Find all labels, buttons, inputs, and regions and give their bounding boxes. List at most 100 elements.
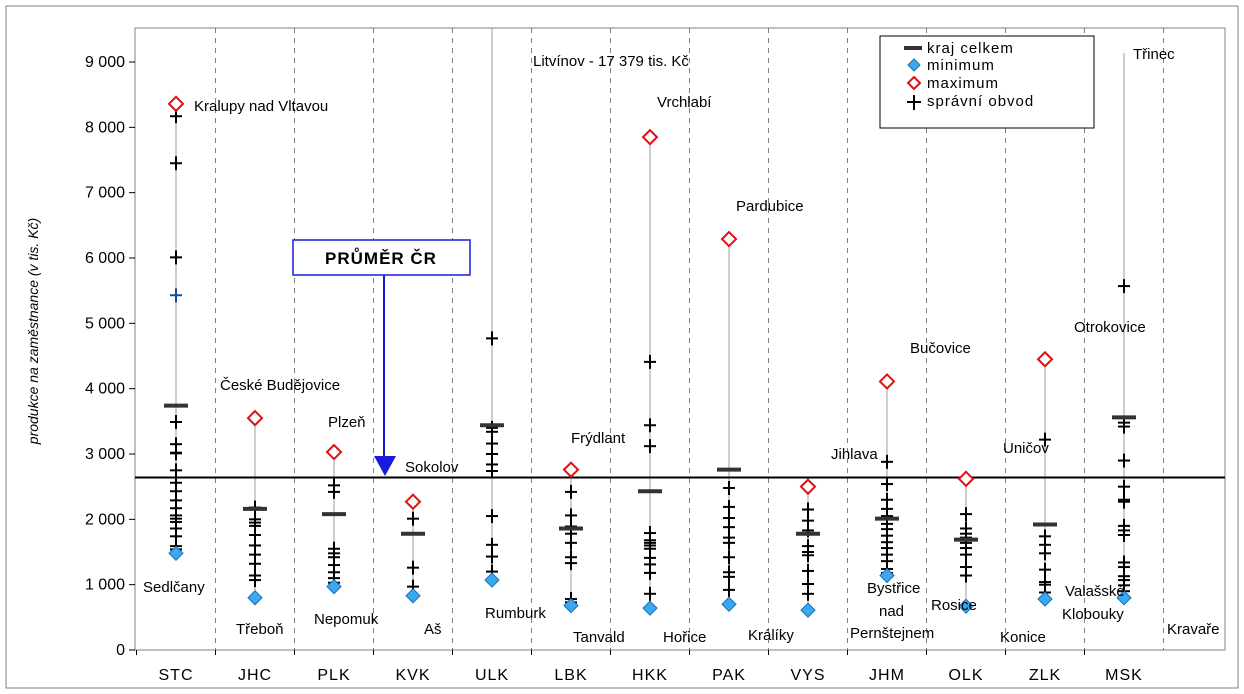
x-category-label: JHM — [869, 667, 905, 684]
obvod-cross-marker — [723, 535, 735, 550]
obvod-cross-marker — [170, 250, 182, 265]
minimum-marker — [1116, 590, 1132, 606]
data-label: Třeboň — [236, 621, 284, 638]
obvod-cross-marker — [644, 354, 656, 369]
x-category-label: PAK — [712, 667, 746, 684]
maximum-marker — [562, 461, 580, 479]
obvod-cross-marker — [723, 569, 735, 584]
obvod-cross-marker — [1118, 419, 1130, 434]
maximum-marker — [878, 373, 896, 390]
data-label: Aš — [424, 621, 442, 638]
obvod-cross-marker — [565, 556, 577, 571]
y-tick-label: 8 000 — [85, 119, 125, 136]
y-tick-label: 0 — [116, 642, 125, 659]
x-category-label: HKK — [632, 667, 668, 684]
minimum-marker — [484, 572, 500, 588]
data-label: Klobouky — [1062, 606, 1124, 623]
minimum-marker — [958, 598, 974, 614]
data-label: Bystřice — [867, 580, 920, 597]
average-arrow-head — [374, 456, 396, 476]
x-category-label: ZLK — [1029, 667, 1061, 684]
y-tick-label: 7 000 — [85, 185, 125, 202]
obvod-cross-marker — [881, 454, 893, 469]
obvod-cross-marker — [723, 582, 735, 597]
obvod-cross-marker — [960, 507, 972, 522]
maximum-marker — [325, 443, 343, 461]
obvod-cross-marker — [486, 463, 498, 478]
x-category-label: LBK — [554, 667, 587, 684]
obvod-cross-marker — [170, 156, 182, 171]
maximum-marker — [1036, 350, 1054, 368]
data-label: Hořice — [663, 629, 706, 646]
x-category-label: STC — [159, 667, 194, 684]
legend-kraj-label: kraj celkem — [927, 40, 1014, 57]
legend-min-label: minimum — [927, 57, 995, 74]
data-label: Rosice — [931, 597, 977, 614]
obvod-cross-marker — [802, 548, 814, 563]
obvod-cross-marker — [407, 560, 419, 575]
y-tick-label: 3 000 — [85, 446, 125, 463]
legend-max-symbol — [906, 75, 922, 91]
legend-max-label: maximum — [927, 75, 999, 92]
x-category-label: OLK — [948, 667, 983, 684]
data-label: Sedlčany — [143, 579, 205, 596]
obvod-cross-marker — [565, 484, 577, 499]
y-tick-label: 4 000 — [85, 381, 125, 398]
average-callout-box — [292, 239, 471, 276]
legend-min-symbol — [907, 58, 921, 72]
data-label: Otrokovice — [1074, 319, 1146, 336]
obvod-cross-marker — [1118, 528, 1130, 543]
data-label: Králíky — [748, 627, 794, 644]
legend-obvod-label: správní obvod — [927, 93, 1034, 110]
obvod-cross-marker — [486, 509, 498, 524]
obvod-cross-marker — [960, 568, 972, 583]
obvod-cross-marker — [486, 549, 498, 564]
x-category-label: KVK — [395, 667, 430, 684]
obvod-cross-marker — [170, 446, 182, 461]
obvod-cross-marker — [1039, 432, 1051, 447]
plot-area-border — [134, 27, 1226, 651]
obvod-cross-marker — [644, 439, 656, 454]
data-label: Vrchlabí — [657, 94, 712, 111]
obvod-cross-marker — [802, 586, 814, 601]
obvod-cross-marker — [486, 537, 498, 552]
data-label: Třinec — [1133, 46, 1175, 63]
maximum-marker — [641, 128, 659, 146]
obvod-cross-marker — [644, 565, 656, 580]
maximum-marker — [799, 478, 817, 496]
data-label: Sokolov — [405, 459, 459, 476]
x-category-label: JHC — [238, 667, 272, 684]
data-label: Kralupy nad Vltavou — [194, 98, 328, 115]
minimum-marker — [326, 578, 342, 595]
obvod-cross-marker — [1118, 494, 1130, 509]
data-label: České Budějovice — [220, 377, 340, 394]
obvod-cross-marker — [644, 586, 656, 601]
y-tick-label: 5 000 — [85, 315, 125, 332]
data-label: Pardubice — [736, 198, 804, 215]
data-label: Rumburk — [485, 605, 546, 622]
minimum-marker — [642, 600, 658, 616]
obvod-cross-marker — [1118, 279, 1130, 294]
obvod-cross-marker — [1118, 453, 1130, 468]
obvod-cross-marker — [170, 414, 182, 429]
obvod-cross-marker — [328, 484, 340, 499]
obvod-cross-marker — [170, 463, 182, 478]
obvod-cross-marker — [249, 556, 261, 571]
data-label: Plzeň — [328, 414, 366, 431]
minimum-marker — [247, 590, 263, 606]
data-label: Litvínov - 17 379 tis. Kč — [533, 53, 689, 70]
obvod-cross-marker — [170, 288, 182, 303]
x-category-label: PLK — [317, 667, 350, 684]
data-label: Bučovice — [910, 340, 971, 357]
minimum-marker — [405, 588, 421, 604]
obvod-cross-marker — [1039, 562, 1051, 577]
minimum-marker — [800, 602, 816, 618]
data-label: Konice — [1000, 629, 1046, 646]
data-label: Nepomuk — [314, 611, 379, 628]
obvod-cross-marker — [486, 331, 498, 346]
obvod-cross-marker — [723, 480, 735, 495]
obvod-cross-marker — [1039, 546, 1051, 561]
obvod-cross-marker — [723, 550, 735, 565]
